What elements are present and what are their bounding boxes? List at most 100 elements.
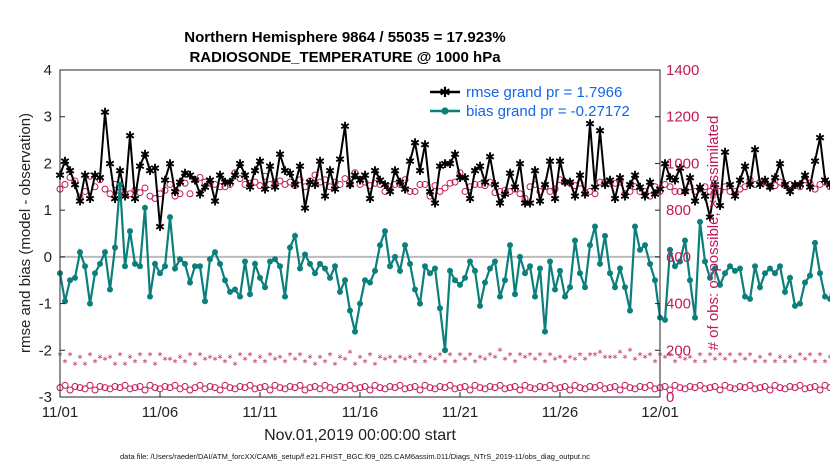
bias-point (817, 270, 823, 277)
possible-obs-point (196, 173, 204, 181)
bias-point (722, 270, 728, 277)
assimilated-obs-point: * (193, 360, 198, 371)
assimilated-obs-point: * (358, 353, 363, 364)
bias-point (297, 265, 303, 272)
bias-point (372, 267, 378, 274)
possible-obs-low-point (86, 381, 94, 389)
possible-obs-low-point (256, 384, 264, 392)
bias-point (137, 263, 143, 270)
possible-obs-point (141, 184, 149, 192)
rmse-point: ✱ (515, 157, 525, 171)
possible-obs-low-point (801, 385, 809, 393)
rmse-point: ✱ (530, 164, 540, 178)
rmse-point: ✱ (160, 173, 170, 187)
possible-obs-point (181, 179, 189, 187)
bias-point (827, 295, 830, 302)
rmse-point: ✱ (575, 169, 585, 183)
bias-point (692, 314, 698, 321)
rmse-point: ✱ (785, 185, 795, 199)
assimilated-obs-point: * (738, 351, 743, 362)
possible-obs-low-point (121, 381, 129, 389)
rmse-point: ✱ (110, 192, 120, 206)
bias-point (807, 272, 813, 279)
possible-obs-low-point (776, 384, 784, 392)
rmse-point: ✱ (105, 157, 115, 171)
bias-point (427, 270, 433, 277)
possible-obs-low-point (666, 386, 674, 394)
possible-obs-low-point (576, 384, 584, 392)
bias-point (762, 270, 768, 277)
bias-point (252, 260, 258, 267)
assimilated-obs-point: * (318, 353, 323, 364)
bias-point (672, 263, 678, 270)
bias-point (307, 260, 313, 267)
possible-obs-low-point (646, 381, 654, 389)
possible-obs-low-point (206, 382, 214, 390)
rmse-point: ✱ (820, 173, 830, 187)
bias-point (247, 291, 253, 298)
assimilated-obs-point: * (803, 356, 808, 367)
rmse-point: ✱ (300, 201, 310, 215)
bias-point (757, 284, 763, 291)
rmse-point: ✱ (305, 176, 315, 190)
bias-point (452, 277, 458, 284)
possible-obs-low-point (746, 381, 754, 389)
bias-point (142, 204, 148, 211)
assimilated-obs-point: * (303, 358, 308, 369)
bias-point (627, 307, 633, 314)
bias-point (742, 293, 748, 300)
assimilated-obs-point: * (508, 351, 513, 362)
bias-point (437, 305, 443, 312)
bias-point (222, 277, 228, 284)
possible-obs-point (86, 172, 94, 180)
assimilated-obs-point: * (613, 353, 618, 364)
rmse-point: ✱ (225, 176, 235, 190)
bias-point (652, 277, 658, 284)
possible-obs-point (631, 183, 639, 191)
data-file-footer: data file: /Users/raeder/DAI/ATM_forcXX/… (120, 452, 590, 461)
rmse-point: ✱ (285, 166, 295, 180)
bias-point (797, 300, 803, 307)
possible-obs-point (771, 182, 779, 190)
rmse-point: ✱ (420, 138, 430, 152)
rmse-point: ✱ (490, 178, 500, 192)
rmse-point: ✱ (200, 180, 210, 194)
possible-obs-point (591, 190, 599, 198)
possible-obs-low-point (536, 382, 544, 390)
bias-point (152, 260, 158, 267)
bias-point (327, 274, 333, 281)
bias-point (392, 253, 398, 260)
rmse-point: ✱ (710, 178, 720, 192)
rmse-point: ✱ (640, 190, 650, 204)
possible-obs-point (476, 180, 484, 188)
possible-obs-low-point (71, 382, 79, 390)
assimilated-obs-point: * (773, 358, 778, 369)
rmse-point: ✱ (520, 197, 530, 211)
bias-point (447, 267, 453, 274)
assimilated-obs-point: * (818, 351, 823, 362)
rmse-point: ✱ (705, 211, 715, 225)
possible-obs-point (596, 178, 604, 186)
rmse-point: ✱ (730, 190, 740, 204)
possible-obs-point (186, 190, 194, 198)
rmse-point: ✱ (480, 176, 490, 190)
bias-point (602, 232, 608, 239)
assimilated-obs-point: * (333, 360, 338, 371)
bias-point (292, 232, 298, 239)
bias-point (492, 258, 498, 265)
possible-obs-low-point (296, 381, 304, 389)
assimilated-obs-point: * (323, 358, 328, 369)
assimilated-obs-point: * (823, 358, 828, 369)
rmse-point: ✱ (525, 197, 535, 211)
assimilated-obs-point: * (728, 351, 733, 362)
possible-obs-low-point (171, 381, 179, 389)
bias-point (637, 246, 643, 253)
assimilated-obs-point: * (788, 353, 793, 364)
bias-point (537, 265, 543, 272)
possible-obs-point (381, 187, 389, 195)
bias-point (457, 281, 463, 288)
possible-obs-low-point (661, 382, 669, 390)
possible-obs-low-point (366, 386, 374, 394)
assimilated-obs-point: * (808, 351, 813, 362)
bias-point (332, 263, 338, 270)
